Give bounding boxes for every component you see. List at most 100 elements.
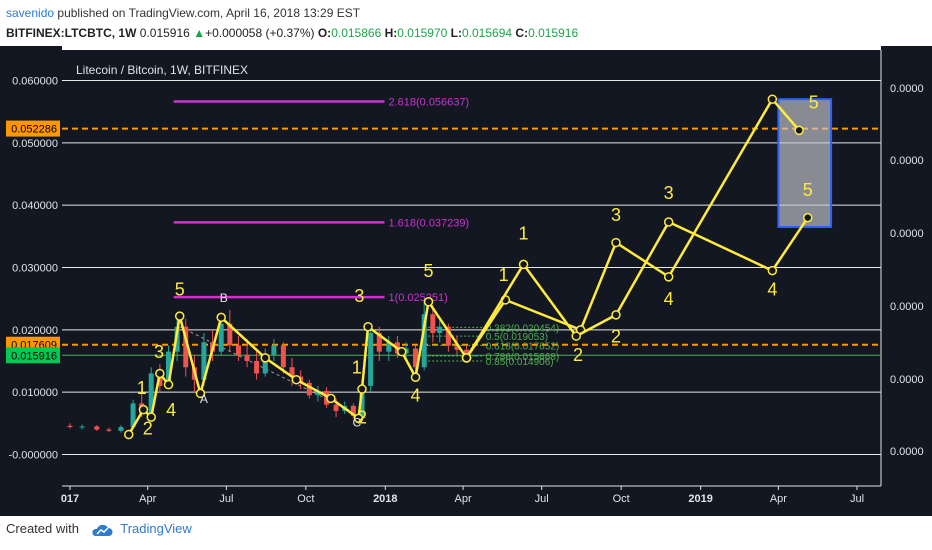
candle-body <box>413 348 419 368</box>
wave-label: 5 <box>809 93 819 113</box>
x-tick-label: Oct <box>613 493 630 505</box>
footer: Created with TradingView <box>6 521 192 537</box>
wave-node <box>260 353 270 363</box>
wave-label: 4 <box>411 386 421 406</box>
publish-line: savenido published on TradingView.com, A… <box>6 6 360 20</box>
wave-label: 3 <box>154 342 164 362</box>
x-tick-label: Apr <box>770 493 787 505</box>
candle-body <box>244 354 250 361</box>
wave-node <box>767 265 778 276</box>
wave-node <box>326 393 336 404</box>
wave-label: 2 <box>573 345 583 365</box>
author-link[interactable]: savenido <box>6 6 55 20</box>
x-tick-label: Apr <box>455 493 472 505</box>
symbol-label: BITFINEX:LTCBTC, 1W <box>6 26 137 40</box>
candle-body <box>333 404 339 411</box>
candle-body <box>118 427 124 431</box>
wave-node <box>803 212 813 223</box>
right-axis-label: 0.0000 <box>890 374 924 386</box>
candle-body <box>201 342 207 380</box>
price-chart[interactable]: -0.000000 0.010000 0.020000 0.030000 0.04000… <box>0 46 932 516</box>
wave-node <box>353 413 364 424</box>
candle-body <box>359 385 365 416</box>
wave-label: 5 <box>175 280 185 300</box>
price-tag-label: 0.015916 <box>11 350 57 362</box>
right-axis-background <box>881 46 932 516</box>
candle-body <box>376 332 382 352</box>
y-tick-label: 0.020000 <box>12 325 58 337</box>
wave-label: 4 <box>664 289 674 309</box>
wave-label: A <box>200 392 208 406</box>
fib-retracement-label: 0.618(0.017652) <box>486 341 559 352</box>
candle-body <box>430 314 436 333</box>
candle-body <box>262 354 268 374</box>
right-axis-label: 0.0000 <box>890 155 924 167</box>
tradingview-link[interactable]: TradingView <box>120 521 192 536</box>
candle-body <box>472 355 478 357</box>
wave-label: 5 <box>803 180 813 200</box>
fib-extension-label: 1.618(0.037239) <box>388 217 469 229</box>
fib-extension-label: 2.618(0.056637) <box>388 96 469 108</box>
wave-label: 3 <box>611 205 621 225</box>
high-value: 0.015970 <box>397 26 448 40</box>
x-tick-label: 2018 <box>373 493 397 505</box>
chart-title: Litecoin / Bitcoin, 1W, BITFINEX <box>76 63 248 77</box>
open-label: O: <box>317 26 332 40</box>
candle-body <box>289 367 295 377</box>
up-arrow-icon: ▲ <box>193 26 206 40</box>
candle-body <box>271 345 277 355</box>
candle-body <box>235 345 241 355</box>
wave-node <box>195 388 206 399</box>
candle-body <box>254 361 260 374</box>
wave-node <box>216 312 226 323</box>
fib-retracement-label: 0.85(0.014906) <box>486 357 554 368</box>
candle-body <box>386 342 392 352</box>
wave-label: B <box>220 291 228 305</box>
publish-info: published on TradingView.com, April 16, … <box>57 6 361 20</box>
left-axis-background <box>0 46 62 516</box>
x-tick-label: 2019 <box>688 493 712 505</box>
wave-node <box>663 272 674 282</box>
target-box <box>777 98 833 228</box>
x-tick-label: Jul <box>850 493 864 505</box>
wave-label: 1 <box>352 357 362 377</box>
candle-body <box>165 351 171 386</box>
wave-node <box>461 353 472 363</box>
wave-label: C <box>352 415 361 429</box>
last-price: 0.015916 <box>139 26 190 40</box>
wave-label: 5 <box>424 261 434 281</box>
candle-body <box>94 426 100 430</box>
wave-node <box>767 94 778 104</box>
wave-label: 4 <box>166 400 176 420</box>
price-tag-label: 0.052286 <box>11 124 57 136</box>
x-tick-label: Jul <box>219 493 233 505</box>
candle-body <box>67 425 73 428</box>
trend-line <box>179 326 367 419</box>
candle-body <box>280 345 286 368</box>
wave-label: 3 <box>664 183 674 203</box>
fib-retracement-label: 0.786(0.015668) <box>486 352 559 363</box>
x-tick-label: 017 <box>61 493 79 505</box>
y-tick-label: 0.030000 <box>12 263 58 275</box>
tradingview-cloud-icon <box>91 524 113 536</box>
candle-body <box>350 405 356 416</box>
candle-body <box>368 332 374 386</box>
low-value: 0.015694 <box>462 26 513 40</box>
candle-body <box>421 314 427 368</box>
y-tick-label: -0.000000 <box>8 450 58 462</box>
y-tick-label: 0.010000 <box>12 387 58 399</box>
wave-node <box>146 412 156 422</box>
wave-label: 1 <box>137 378 147 398</box>
x-tick-label: Jul <box>535 493 549 505</box>
wave-node <box>611 310 621 320</box>
x-tick-label: Apr <box>139 493 156 505</box>
wave-node <box>291 374 302 385</box>
right-axis-label: 0.0000 <box>890 301 924 313</box>
y-tick-label: 0.040000 <box>12 200 58 212</box>
right-axis-label: 0.0000 <box>890 228 924 240</box>
wave-node <box>611 237 621 248</box>
symbol-info-line: BITFINEX:LTCBTC, 1W 0.015916 ▲+0.000058 … <box>6 26 578 40</box>
wave-label: 4 <box>767 280 777 300</box>
y-tick-label: 0.050000 <box>12 138 58 150</box>
wave-node <box>571 331 581 341</box>
